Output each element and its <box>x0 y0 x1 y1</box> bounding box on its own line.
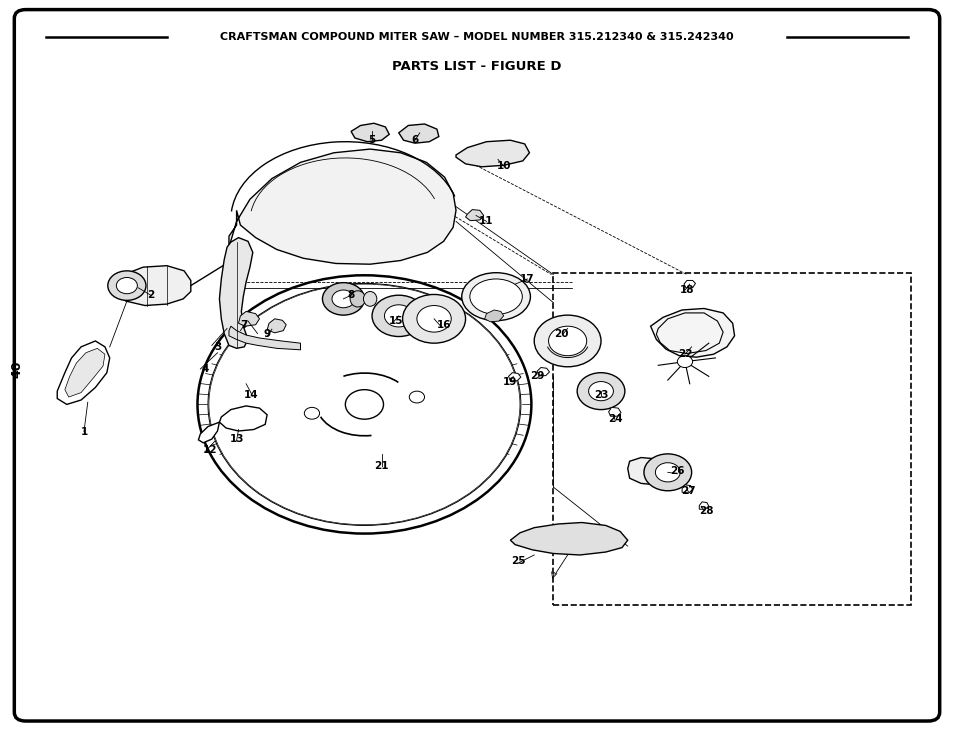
FancyBboxPatch shape <box>14 10 939 721</box>
Polygon shape <box>198 422 219 443</box>
Text: 27: 27 <box>680 486 696 496</box>
Polygon shape <box>219 406 267 431</box>
Circle shape <box>197 275 531 534</box>
Circle shape <box>345 390 383 419</box>
Circle shape <box>677 356 692 368</box>
Polygon shape <box>112 266 191 306</box>
Text: 25: 25 <box>510 556 525 566</box>
Text: 5: 5 <box>368 135 375 145</box>
Text: 11: 11 <box>478 216 494 227</box>
Circle shape <box>209 284 519 525</box>
Text: 18: 18 <box>679 285 694 295</box>
Text: 23: 23 <box>593 390 608 400</box>
Polygon shape <box>229 326 300 350</box>
Circle shape <box>655 463 679 482</box>
Text: 8: 8 <box>347 290 355 300</box>
Polygon shape <box>608 407 620 416</box>
Circle shape <box>322 283 364 315</box>
Polygon shape <box>508 373 520 381</box>
Text: 26: 26 <box>669 466 684 476</box>
Ellipse shape <box>469 279 522 314</box>
Text: 13: 13 <box>229 434 244 444</box>
Polygon shape <box>65 348 105 397</box>
Text: 15: 15 <box>388 316 403 326</box>
Polygon shape <box>456 140 529 167</box>
Polygon shape <box>219 238 253 348</box>
Text: 4: 4 <box>201 364 209 374</box>
Circle shape <box>548 326 586 356</box>
Text: 20: 20 <box>553 329 568 339</box>
Text: 21: 21 <box>374 461 389 472</box>
Circle shape <box>304 407 319 419</box>
Text: 40: 40 <box>10 360 24 378</box>
Circle shape <box>409 391 424 403</box>
Circle shape <box>643 454 691 491</box>
Ellipse shape <box>350 291 365 307</box>
Text: 6: 6 <box>411 135 418 145</box>
Polygon shape <box>267 319 286 333</box>
Text: 19: 19 <box>502 376 517 387</box>
Text: 9: 9 <box>263 328 271 339</box>
Text: 1: 1 <box>80 427 88 437</box>
Polygon shape <box>683 280 695 288</box>
Circle shape <box>372 295 425 337</box>
Text: 14: 14 <box>243 390 258 400</box>
Circle shape <box>577 373 624 410</box>
Circle shape <box>116 277 137 294</box>
Polygon shape <box>681 485 692 493</box>
Text: CRAFTSMAN COMPOUND MITER SAW – MODEL NUMBER 315.212340 & 315.242340: CRAFTSMAN COMPOUND MITER SAW – MODEL NUM… <box>220 32 733 42</box>
Polygon shape <box>537 368 549 376</box>
Polygon shape <box>465 210 483 221</box>
Text: PARTS LIST - FIGURE D: PARTS LIST - FIGURE D <box>392 60 561 73</box>
Circle shape <box>588 382 613 401</box>
Polygon shape <box>229 149 456 264</box>
Polygon shape <box>351 123 389 142</box>
Text: 29: 29 <box>529 371 544 382</box>
Text: 16: 16 <box>436 320 451 330</box>
Circle shape <box>108 271 146 300</box>
Polygon shape <box>398 124 438 143</box>
Ellipse shape <box>461 273 530 321</box>
Text: 3: 3 <box>213 342 221 352</box>
Polygon shape <box>484 310 503 322</box>
Polygon shape <box>238 311 259 326</box>
Circle shape <box>416 306 451 332</box>
Polygon shape <box>57 341 110 404</box>
Text: 24: 24 <box>607 414 622 424</box>
Polygon shape <box>627 458 667 485</box>
Text: 7: 7 <box>240 320 248 330</box>
Polygon shape <box>650 308 734 357</box>
Text: 2: 2 <box>147 290 154 300</box>
Text: 22: 22 <box>677 349 692 359</box>
Text: 17: 17 <box>519 274 535 284</box>
Text: 12: 12 <box>202 445 217 455</box>
Polygon shape <box>510 523 627 555</box>
Ellipse shape <box>363 292 376 306</box>
Circle shape <box>402 294 465 343</box>
Circle shape <box>332 290 355 308</box>
Circle shape <box>534 315 600 367</box>
Circle shape <box>384 305 413 327</box>
Text: 10: 10 <box>496 161 511 171</box>
Text: 28: 28 <box>698 506 713 516</box>
Polygon shape <box>699 502 708 509</box>
